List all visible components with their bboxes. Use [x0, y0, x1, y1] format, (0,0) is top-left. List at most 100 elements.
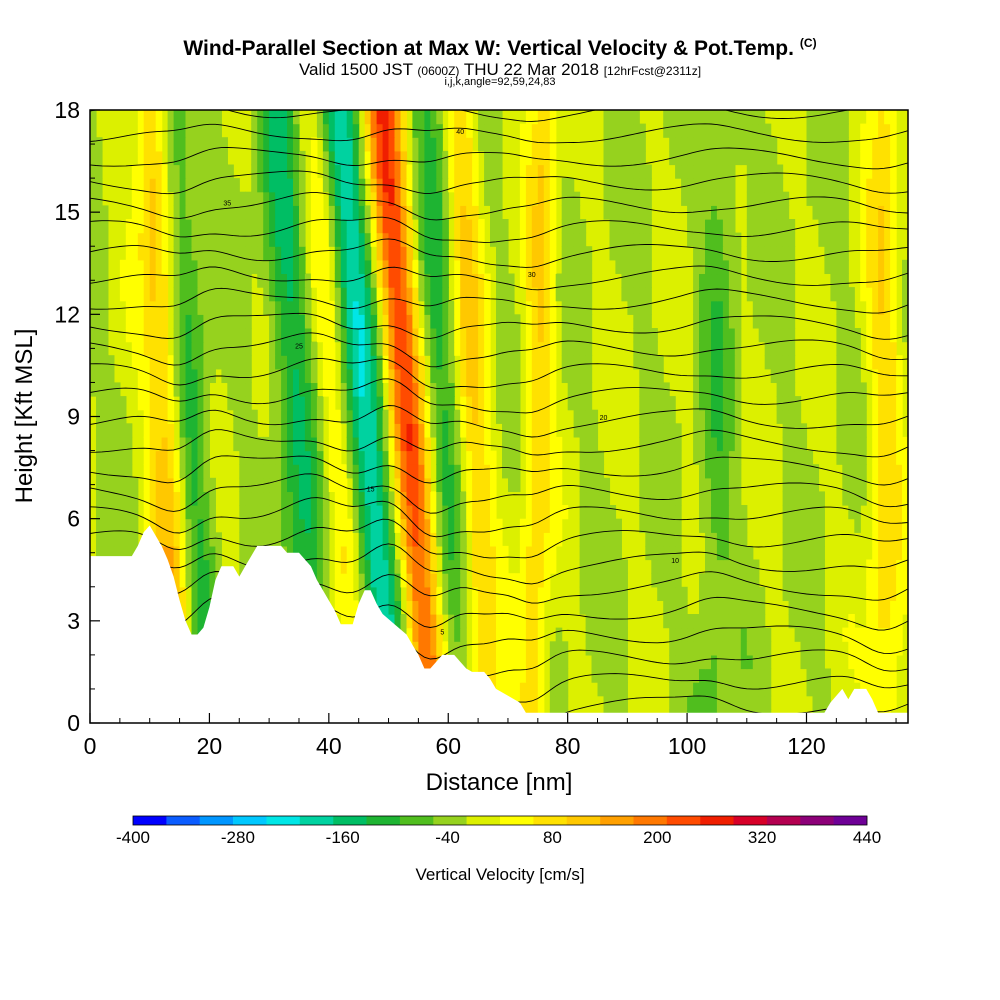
velocity-cell: [340, 232, 348, 247]
velocity-cell: [508, 328, 515, 343]
velocity-cell: [896, 450, 903, 465]
velocity-cell: [257, 518, 264, 533]
velocity-cell: [376, 450, 384, 465]
velocity-cell: [448, 559, 455, 574]
velocity-cell: [173, 287, 181, 302]
velocity-cell: [376, 273, 384, 288]
velocity-cell: [334, 123, 342, 138]
y-tick-label: 9: [67, 404, 80, 430]
velocity-cell: [113, 423, 121, 438]
velocity-cell: [149, 436, 157, 452]
velocity-cell: [173, 314, 181, 329]
velocity-cell: [131, 328, 139, 343]
velocity-cell: [884, 314, 891, 329]
velocity-cell: [96, 396, 103, 411]
velocity-cell: [340, 314, 348, 329]
velocity-cell: [603, 110, 611, 125]
velocity-cell: [537, 300, 545, 315]
velocity-cell: [275, 477, 282, 493]
velocity-cell: [806, 137, 814, 152]
velocity-cell: [358, 436, 366, 452]
velocity-cell: [603, 545, 611, 561]
velocity-cell: [687, 164, 694, 179]
velocity-cell: [806, 491, 814, 506]
velocity-cell: [472, 505, 479, 520]
velocity-cell: [651, 436, 658, 452]
velocity-cell: [657, 436, 664, 452]
velocity-cell: [454, 491, 461, 506]
velocity-cell: [239, 423, 246, 438]
velocity-cell: [203, 273, 210, 288]
velocity-cell: [203, 123, 210, 138]
velocity-cell: [788, 450, 796, 465]
velocity-cell: [836, 436, 843, 452]
velocity-cell: [316, 328, 324, 343]
velocity-cell: [746, 205, 754, 220]
velocity-cell: [179, 341, 187, 356]
velocity-cell: [430, 219, 437, 234]
velocity-cell: [573, 396, 581, 411]
velocity-cell: [197, 259, 205, 275]
velocity-cell: [173, 545, 181, 561]
velocity-cell: [346, 123, 354, 138]
velocity-cell: [400, 314, 408, 329]
velocity-cell: [830, 178, 837, 193]
velocity-cell: [746, 654, 754, 670]
velocity-cell: [101, 232, 109, 247]
velocity-cell: [263, 246, 270, 261]
velocity-cell: [728, 396, 736, 411]
velocity-cell: [681, 654, 688, 670]
velocity-cell: [752, 137, 760, 152]
velocity-cell: [472, 232, 479, 247]
velocity-cell: [149, 314, 157, 329]
velocity-cell: [394, 464, 402, 479]
velocity-cell: [173, 259, 181, 275]
velocity-cell: [591, 409, 599, 424]
velocity-cell: [728, 627, 736, 642]
velocity-cell: [281, 518, 288, 533]
velocity-cell: [854, 396, 861, 411]
velocity-cell: [269, 518, 276, 533]
velocity-cell: [478, 491, 485, 506]
velocity-cell: [370, 409, 378, 424]
velocity-cell: [251, 436, 258, 452]
velocity-cell: [519, 668, 527, 683]
velocity-cell: [251, 477, 258, 493]
velocity-cell: [412, 573, 419, 588]
velocity-cell: [513, 423, 521, 438]
velocity-cell: [233, 300, 240, 315]
velocity-cell: [579, 436, 587, 452]
velocity-cell: [836, 164, 843, 179]
velocity-cell: [472, 368, 479, 384]
velocity-cell: [693, 314, 700, 329]
velocity-cell: [328, 328, 336, 343]
velocity-cell: [310, 355, 318, 370]
velocity-cell: [872, 518, 879, 533]
velocity-cell: [543, 545, 551, 561]
isentrope-label: 35: [223, 200, 231, 207]
velocity-cell: [573, 341, 581, 356]
velocity-cell: [484, 573, 491, 588]
velocity-cell: [263, 491, 270, 506]
velocity-cell: [424, 477, 431, 493]
velocity-cell: [472, 627, 479, 642]
velocity-cell: [197, 287, 205, 302]
velocity-cell: [382, 573, 390, 588]
velocity-cell: [203, 341, 210, 356]
velocity-cell: [287, 191, 294, 206]
velocity-cell: [334, 178, 342, 193]
velocity-cell: [215, 219, 222, 234]
velocity-cell: [603, 191, 611, 206]
velocity-cell: [472, 328, 479, 343]
velocity-cell: [346, 614, 354, 629]
velocity-cell: [143, 191, 151, 206]
velocity-cell: [209, 110, 216, 125]
velocity-cell: [812, 573, 820, 588]
velocity-cell: [711, 559, 718, 574]
velocity-cell: [143, 341, 151, 356]
velocity-cell: [191, 232, 199, 247]
velocity-cell: [478, 409, 485, 424]
velocity-cell: [519, 641, 527, 656]
velocity-cell: [436, 627, 443, 642]
velocity-cell: [454, 518, 461, 533]
